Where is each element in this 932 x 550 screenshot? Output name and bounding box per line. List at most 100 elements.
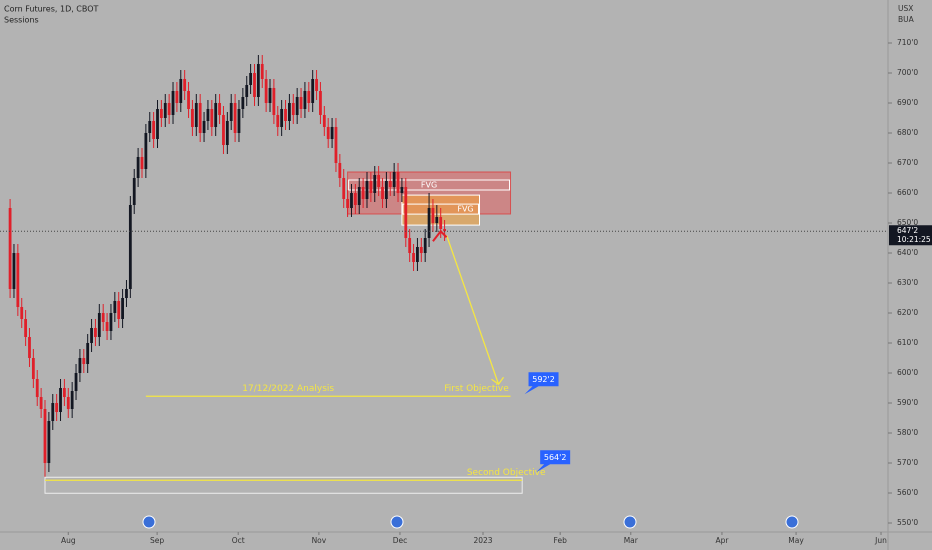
candle-body	[350, 192, 353, 208]
candle-body	[70, 391, 74, 410]
candle-body	[276, 114, 280, 127]
candle-body	[51, 403, 55, 422]
candle-body	[404, 186, 408, 238]
candle-body	[419, 246, 423, 253]
icon	[142, 515, 156, 529]
candle-body	[280, 108, 284, 127]
objective-label: Second Objective	[467, 468, 546, 478]
candle-body	[365, 180, 369, 199]
y-tick-label: 650'0	[897, 218, 918, 227]
candle-body	[43, 409, 47, 464]
x-tick-label: 2023	[473, 536, 492, 545]
candle-body	[179, 78, 183, 103]
candle-body	[377, 174, 381, 187]
candle-body	[326, 126, 330, 139]
candle-body	[241, 96, 245, 109]
candle-body	[338, 162, 342, 178]
y-tick-label: 620'0	[897, 308, 918, 317]
candle-body	[66, 397, 70, 410]
candle-body	[82, 358, 86, 365]
candle-body	[62, 388, 66, 398]
candle-body	[443, 228, 446, 232]
candle-body	[439, 216, 443, 229]
x-tick-label: May	[788, 536, 804, 545]
candle-body	[237, 108, 241, 133]
candle-body	[388, 180, 392, 187]
candle-body	[222, 114, 225, 145]
icon	[623, 515, 637, 529]
candle-body	[125, 289, 128, 299]
candle-body	[167, 102, 171, 115]
x-tick-label: Jun	[874, 536, 887, 545]
candle-body	[299, 96, 303, 109]
candle-body	[148, 120, 152, 133]
y-tick-label: 690'0	[897, 98, 918, 107]
candle-body	[400, 186, 404, 193]
y-tick-label: 640'0	[897, 248, 918, 257]
candle-body	[74, 373, 78, 392]
candle-body	[206, 108, 210, 121]
candle-body	[284, 108, 287, 121]
candle-body	[159, 108, 163, 118]
candle-body	[330, 126, 334, 139]
chart-subtitle: Sessions	[4, 16, 39, 25]
candle-body	[152, 120, 156, 139]
candle-body	[427, 207, 431, 238]
candle-body	[55, 403, 59, 413]
fvg-label: FVG	[457, 205, 473, 214]
x-tick-label: Mar	[624, 536, 639, 545]
candle-body	[353, 192, 357, 205]
candle-body	[90, 328, 93, 344]
y-tick-label: 580'0	[897, 428, 918, 437]
candle-body	[288, 102, 291, 121]
icon	[390, 515, 404, 529]
price-callout-label: 592'2	[532, 375, 555, 384]
objective-label: First Objective	[444, 384, 509, 394]
unit: BUA	[898, 15, 915, 24]
candle-body	[198, 102, 202, 133]
candle-body	[163, 102, 167, 118]
candle-body	[361, 186, 365, 199]
y-tick-label: 660'0	[897, 188, 918, 197]
candle-body	[175, 90, 179, 103]
y-tick-label: 600'0	[897, 368, 918, 377]
candle-body	[109, 313, 113, 332]
candle-body	[416, 246, 419, 262]
candle-body	[225, 120, 229, 145]
candle-body	[24, 319, 28, 338]
candle-body	[260, 63, 264, 79]
analysis-label: 17/12/2022 Analysis	[242, 384, 334, 394]
candle-body	[373, 174, 377, 193]
candle-body	[291, 102, 295, 115]
candle-body	[396, 171, 400, 193]
candle-body	[268, 87, 272, 103]
candle-body	[101, 313, 105, 323]
candle-body	[431, 207, 435, 223]
candle-body	[214, 102, 218, 127]
x-tick-label: Apr	[715, 536, 729, 545]
fvg-label: FVG	[421, 180, 437, 189]
x-tick-label: Sep	[150, 536, 164, 545]
candle-body	[140, 156, 144, 169]
candle-body	[94, 328, 97, 338]
y-tick-label: 560'0	[897, 488, 918, 497]
candle-body	[117, 301, 121, 320]
x-tick-label: Aug	[61, 536, 76, 545]
candle-body	[171, 90, 175, 115]
candle-body	[218, 102, 221, 115]
candle-body	[423, 237, 427, 253]
price-callout	[524, 372, 559, 395]
candle-body	[202, 120, 206, 133]
candle-body	[369, 180, 373, 193]
candle-body	[128, 204, 132, 290]
candle-body	[233, 102, 237, 133]
x-tick-label: Feb	[554, 536, 568, 545]
candle-body	[303, 90, 307, 109]
candle-body	[392, 171, 396, 187]
candle-body	[136, 156, 140, 178]
candle-body	[357, 186, 361, 205]
candle-body	[342, 177, 346, 199]
candle-body	[264, 78, 268, 103]
candle-body	[12, 252, 16, 290]
